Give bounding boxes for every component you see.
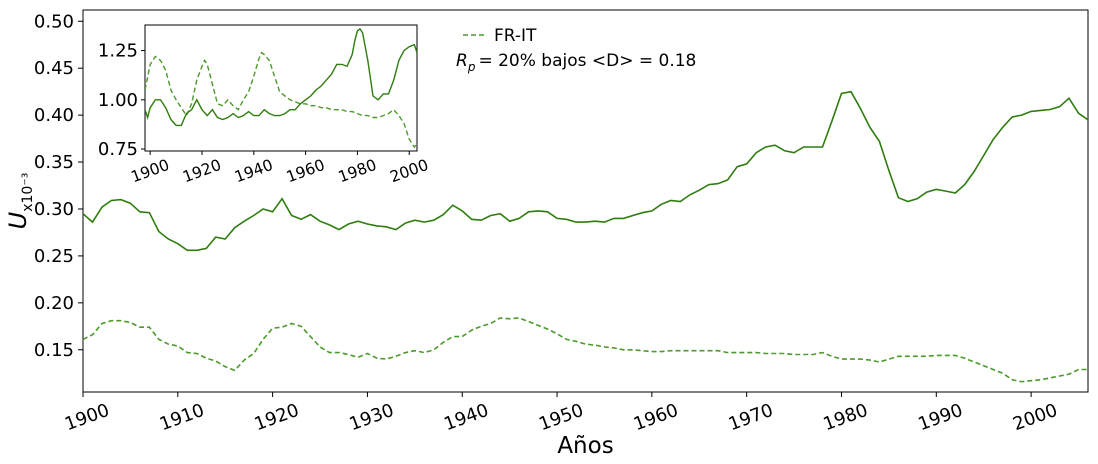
inset-x-tick-label: 1980 xyxy=(336,156,379,186)
series-line-solid xyxy=(83,90,1088,252)
x-tick-label: 2000 xyxy=(1010,400,1060,435)
y-tick-label: 0.25 xyxy=(34,246,74,267)
x-axis-label: Años xyxy=(557,433,613,459)
y-tick-label: 0.45 xyxy=(34,58,74,79)
y-axis-label-symbol: U xyxy=(4,211,32,229)
main-plot-frame xyxy=(82,9,1089,393)
inset-x-tick-label: 1940 xyxy=(232,156,275,186)
y-tick-label: 0.50 xyxy=(34,11,74,32)
y-tick-label: 0.35 xyxy=(34,152,74,173)
annotation-text: Rp = 20% bajos <D> = 0.18 xyxy=(456,51,696,74)
inset-y-tick-label: 1.00 xyxy=(98,90,138,111)
x-tick-label: 1940 xyxy=(441,400,491,435)
inset-x-tick-label: 2000 xyxy=(388,156,431,186)
series-line-fr-it xyxy=(83,317,1088,383)
x-tick-label: 1900 xyxy=(62,400,112,435)
x-tick-label: 1920 xyxy=(252,400,302,435)
y-tick-label: 0.30 xyxy=(34,199,74,220)
x-tick-label: 1950 xyxy=(536,400,586,435)
x-tick-label: 1960 xyxy=(631,400,681,435)
inset-x-tick-label: 1920 xyxy=(180,156,223,186)
y-tick-label: 0.40 xyxy=(34,105,74,126)
inset-series-line-solid xyxy=(145,27,417,127)
x-tick-label: 1990 xyxy=(915,400,965,435)
inset-y-tick-label: 0.75 xyxy=(98,139,138,160)
y-axis-label: Ux10⁻³ xyxy=(4,173,36,230)
inset-plot-frame xyxy=(144,24,418,152)
inset-plot: 0.75 1.00 1.25 1900 1920 1940 1960 1980 2000 xyxy=(98,24,431,186)
legend: FR-IT xyxy=(463,26,537,46)
y-tick-label: 0.20 xyxy=(34,293,74,314)
x-tick-label: 1970 xyxy=(726,400,776,435)
inset-series-line-dashed xyxy=(145,51,417,149)
annotation-subscript: p xyxy=(467,60,476,74)
x-tick-label: 1930 xyxy=(346,400,396,435)
annotation-symbol: R xyxy=(456,51,468,71)
inset-x-tick-label: 1960 xyxy=(284,156,327,186)
y-axis-label-subscript: x10⁻³ xyxy=(20,173,36,212)
inset-x-tick-label: 1900 xyxy=(129,156,172,186)
inset-y-tick-label: 1.25 xyxy=(98,41,138,62)
x-tick-label: 1980 xyxy=(821,400,871,435)
x-tick-label: 1910 xyxy=(157,400,207,435)
legend-label: FR-IT xyxy=(494,26,537,46)
annotation-value: = 20% bajos <D> = 0.18 xyxy=(478,51,696,71)
y-tick-label: 0.15 xyxy=(34,340,74,361)
